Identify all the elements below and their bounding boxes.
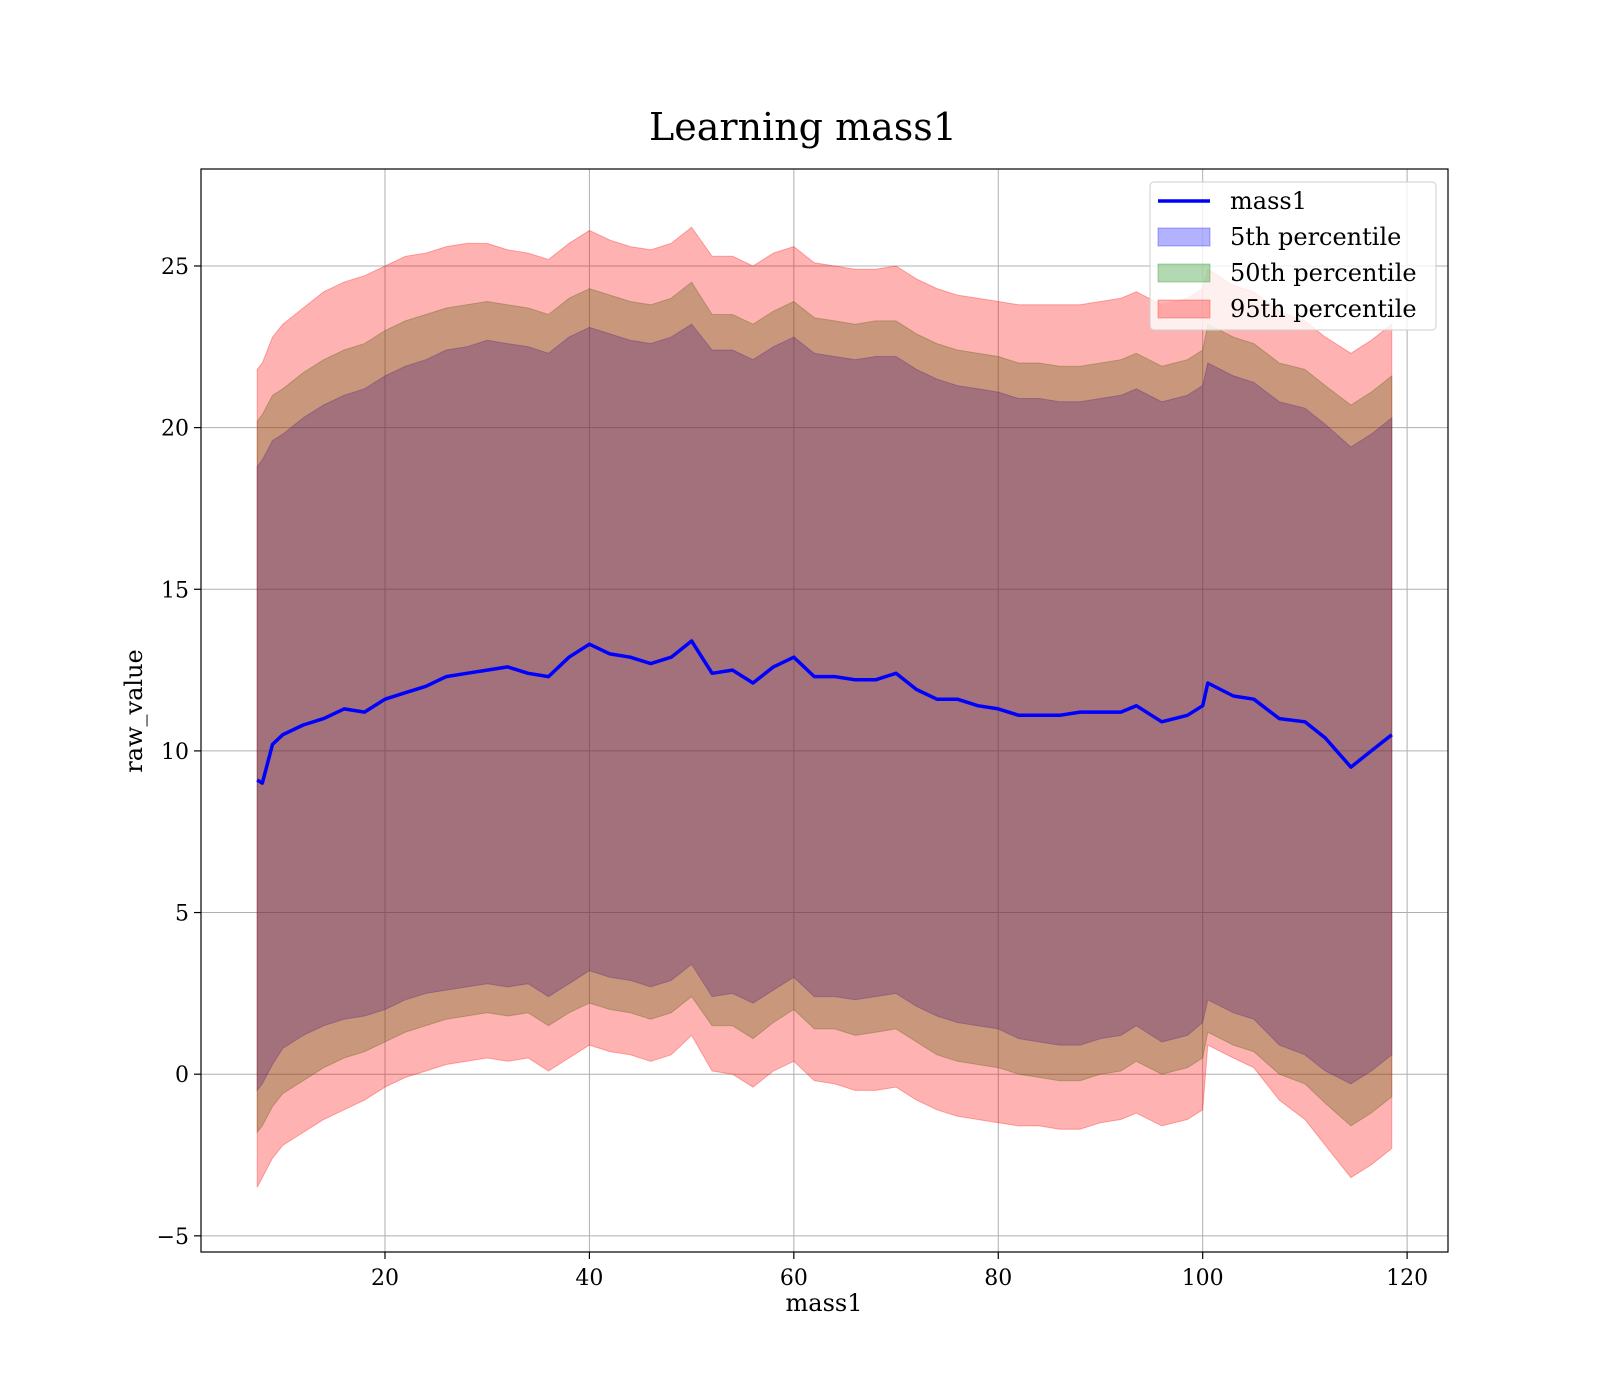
- x-tick-label: 40: [575, 1266, 603, 1291]
- x-tick-label: 60: [780, 1266, 808, 1291]
- y-tick-label: 10: [161, 740, 189, 765]
- x-tick-label: 120: [1386, 1266, 1428, 1291]
- x-tick-label: 20: [371, 1266, 399, 1291]
- y-tick-label: −5: [157, 1225, 189, 1250]
- series-lines: [256, 639, 1393, 785]
- plot-frame: [200, 168, 1449, 1253]
- percentile-bands: [256, 226, 1393, 1188]
- legend-95th-label: 95th percentile: [1230, 295, 1417, 323]
- legend-box: [1149, 181, 1437, 331]
- legend-50th-swatch: [1157, 263, 1211, 283]
- chart-title: Learning mass1: [649, 105, 957, 149]
- legend: mass1 5th percentile 50th percentile 95t…: [1149, 181, 1437, 331]
- band-1: [256, 323, 1393, 1092]
- y-tick-label: 0: [175, 1063, 189, 1088]
- y-tick-label: 25: [161, 255, 189, 280]
- y-tick-label: 5: [175, 902, 189, 927]
- legend-5th-swatch: [1157, 227, 1211, 247]
- x-tick-label: 100: [1182, 1266, 1224, 1291]
- band-2: [256, 281, 1393, 1134]
- legend-5th-label: 5th percentile: [1230, 223, 1401, 251]
- legend-95th-swatch: [1157, 299, 1211, 319]
- legend-mass1-label: mass1: [1230, 187, 1307, 215]
- y-axis-label: raw_value: [120, 649, 148, 773]
- x-axis-label: mass1: [786, 1289, 863, 1317]
- axis-ticks: 20 40 60 80 100 120 −5 0 5 10 15 20 25: [157, 255, 1429, 1291]
- y-tick-label: 20: [161, 417, 189, 442]
- band-3: [256, 226, 1393, 1188]
- legend-50th-label: 50th percentile: [1230, 259, 1417, 287]
- x-tick-label: 80: [984, 1266, 1012, 1291]
- series-line-mass1: [256, 639, 1393, 785]
- y-tick-label: 15: [161, 578, 189, 603]
